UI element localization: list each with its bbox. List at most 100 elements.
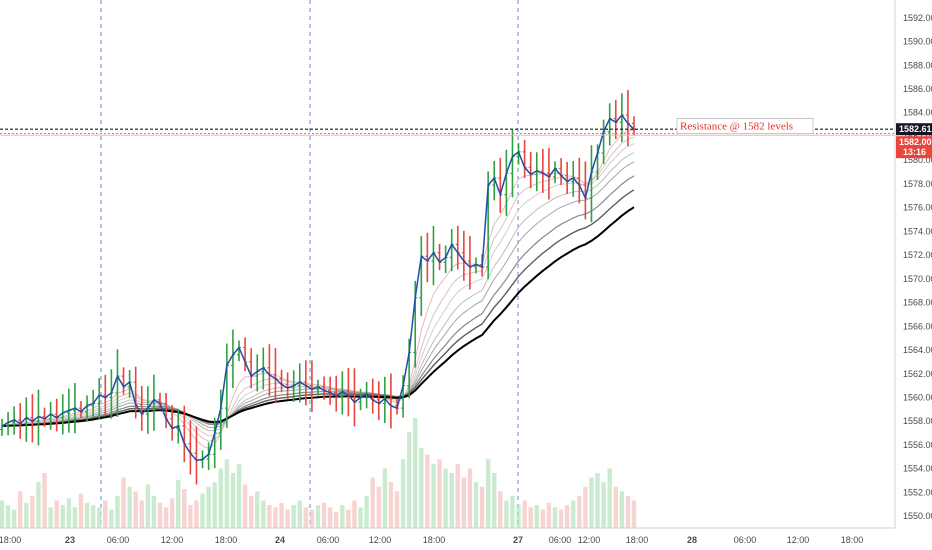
volume-bar	[206, 486, 211, 528]
volume-bar	[248, 495, 254, 528]
volume-bar	[571, 500, 576, 528]
volume-bar	[188, 505, 193, 528]
y-tick-label: 1564.00	[903, 345, 932, 355]
volume-bar	[109, 509, 114, 528]
volume-bar	[583, 486, 588, 528]
volume-bar	[90, 505, 96, 528]
x-tick-label: 12:00	[578, 535, 601, 545]
price-tags: 1582.61 1582.00 13:16	[896, 123, 932, 159]
y-tick-label: 1552.00	[903, 487, 932, 497]
volume-bar	[11, 509, 17, 528]
volume-bar	[413, 418, 418, 528]
volume-bar	[352, 500, 357, 528]
volume-bar	[36, 482, 41, 528]
volume-bar	[279, 502, 284, 528]
volume-bar	[522, 500, 527, 528]
volume-bar	[437, 459, 442, 528]
volume-bar	[370, 477, 375, 528]
volume-bar	[334, 511, 339, 528]
volume-bar	[151, 495, 157, 528]
volume-bar	[163, 507, 169, 528]
volume-bar	[340, 505, 345, 528]
volume-bar	[103, 500, 108, 528]
x-tick-label: 12:00	[369, 535, 392, 545]
y-tick-label: 1554.00	[903, 464, 932, 474]
volume-bar	[121, 477, 126, 528]
volume-bar	[595, 473, 600, 528]
y-tick-label: 1590.00	[903, 37, 932, 47]
volume-bar	[145, 484, 151, 528]
volume-bar	[394, 491, 400, 528]
volume-bar	[212, 482, 217, 528]
volume-bar	[97, 507, 102, 528]
volume-bar	[400, 459, 406, 528]
volume-bar	[309, 509, 315, 528]
volume-bar	[18, 491, 23, 528]
x-tick-label: 18:00	[841, 535, 864, 545]
volume-bar	[364, 495, 369, 528]
volume-bar	[303, 507, 309, 528]
volume-bar	[601, 482, 606, 528]
y-axis[interactable]: 1550.00 1552.00 1554.00 1556.00 1558.00 1560.…	[894, 0, 932, 528]
volume-bar	[388, 482, 394, 528]
y-tick-label: 1562.00	[903, 369, 932, 379]
y-tick-label: 1568.00	[903, 298, 932, 308]
x-tick-label: 24	[275, 535, 285, 545]
volume-bar	[455, 463, 460, 528]
x-tick-label: 28	[687, 535, 697, 545]
volume-bar	[625, 495, 631, 528]
volume-bar	[200, 493, 205, 528]
volume-bar	[321, 502, 327, 528]
y-tick-label: 1556.00	[903, 440, 932, 450]
x-tick-label: 06:00	[734, 535, 757, 545]
volume-bar	[315, 505, 321, 528]
volume-bar	[467, 468, 473, 528]
volume-bar	[72, 507, 78, 528]
close-line-layer	[1, 113, 635, 462]
volume-bar	[534, 505, 539, 528]
volume-bar	[157, 502, 163, 528]
countdown-price-label: 1582.00	[899, 137, 932, 147]
volume-bar	[607, 468, 612, 528]
volume-bar	[498, 491, 503, 528]
volume-bar	[431, 463, 436, 528]
x-tick-label: 27	[513, 535, 523, 545]
volume-bar	[419, 447, 424, 528]
current-price-label: 1582.61	[899, 124, 932, 134]
y-tick-label: 1570.00	[903, 274, 932, 284]
volume-bar	[78, 493, 84, 528]
ma-line-6	[1, 129, 635, 449]
volume-bar	[255, 491, 260, 528]
x-tick-label: 18:00	[0, 535, 21, 545]
volume-bar	[261, 500, 266, 528]
volume-bar	[5, 505, 11, 528]
volume-bar	[218, 468, 223, 528]
volume-bar	[60, 505, 65, 528]
volume-bar	[619, 491, 625, 528]
resistance-annotation[interactable]: Resistance @ 1582 levels	[676, 118, 814, 135]
y-tick-label: 1580.00	[903, 155, 932, 165]
x-tick-label: 18:00	[626, 535, 649, 545]
volume-bar	[504, 500, 509, 528]
volume-bar	[485, 459, 491, 528]
y-tick-label: 1588.00	[903, 60, 932, 70]
volume-bar	[510, 495, 515, 528]
volume-bar	[236, 463, 242, 528]
volume-bar	[589, 477, 594, 528]
y-tick-label: 1592.00	[903, 13, 932, 23]
x-tick-label: 12:00	[787, 535, 810, 545]
volume-bar	[133, 491, 138, 528]
x-axis[interactable]: 18:00 23 06:00 12:00 18:00 24 06:00 12:00 18:00 2…	[0, 527, 895, 545]
y-tick-label: 1558.00	[903, 416, 932, 426]
countdown-tag	[896, 136, 932, 159]
volume-bar	[516, 505, 521, 528]
volume-bar	[406, 431, 412, 528]
volume-bar	[84, 502, 90, 528]
volume-bar	[230, 473, 236, 528]
countdown-timer-label: 13:16	[903, 147, 926, 157]
x-tick-label: 12:00	[161, 535, 184, 545]
volume-bar	[577, 495, 582, 528]
volume-bar	[24, 502, 29, 528]
